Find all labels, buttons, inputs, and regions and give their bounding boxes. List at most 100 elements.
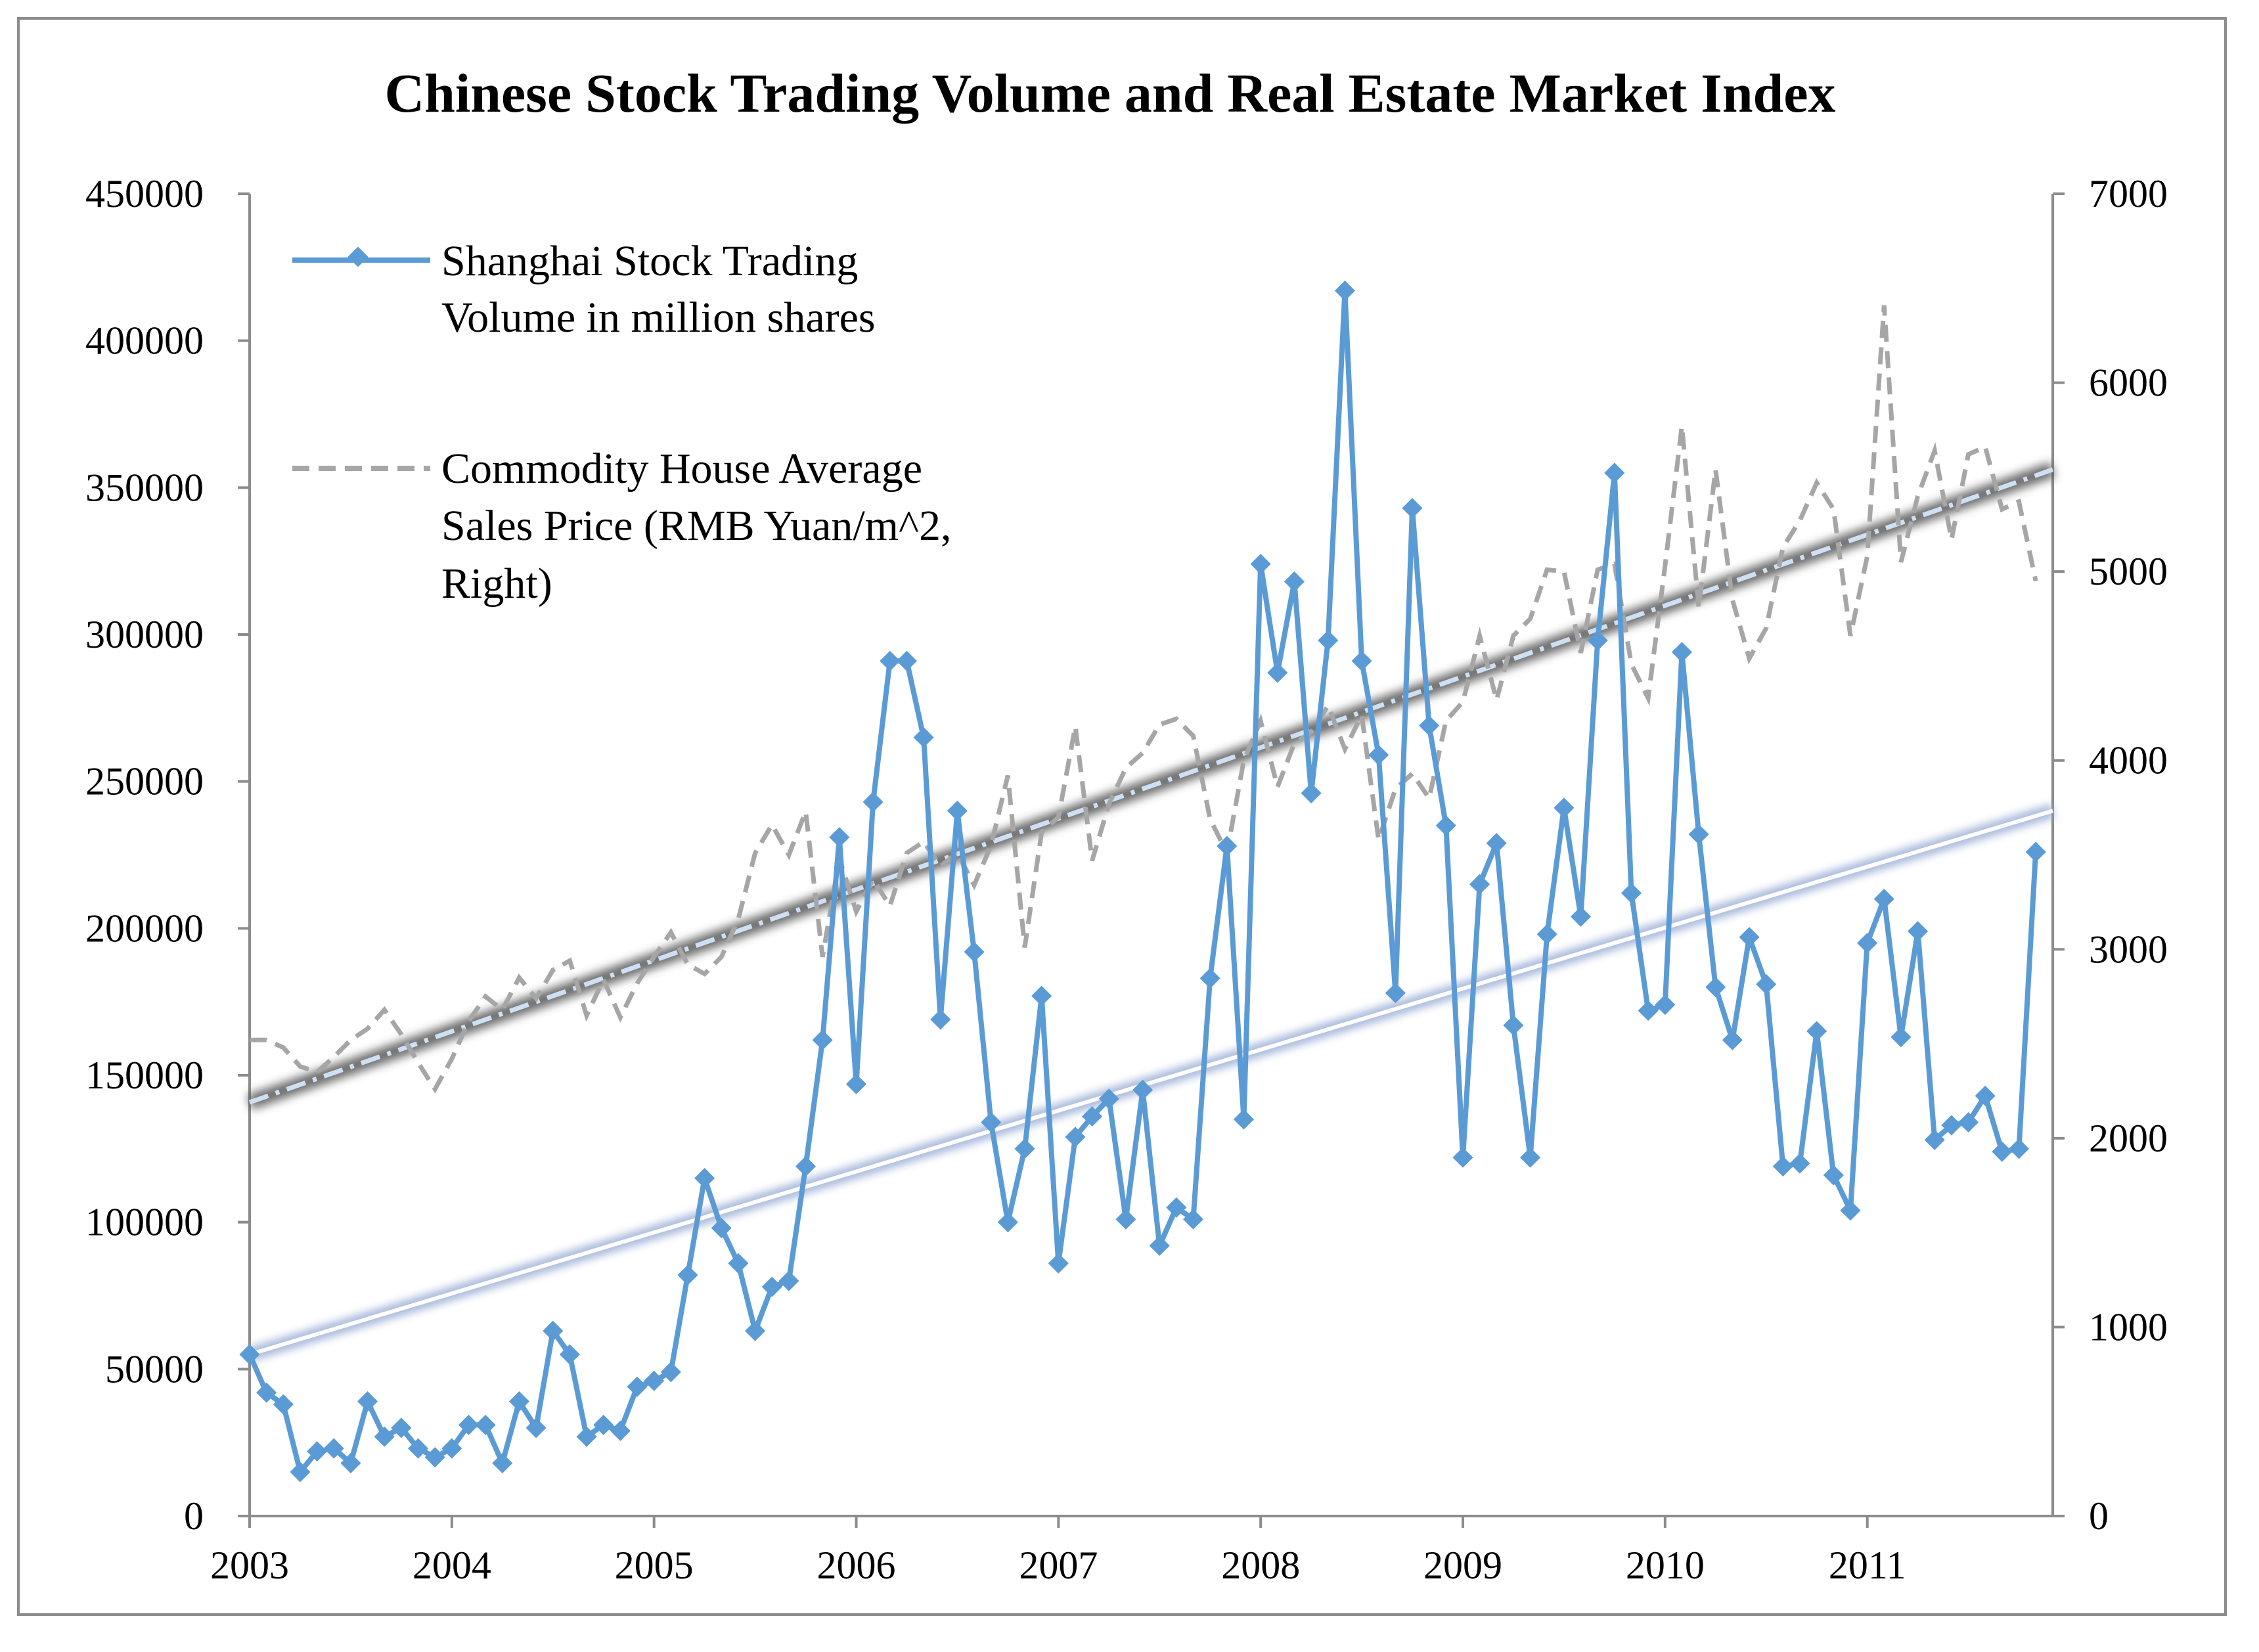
data-point-stock-volume: [677, 1264, 698, 1285]
legend-label-stock-line1: Shanghai Stock Trading: [441, 237, 858, 285]
y-left-tick-label: 300000: [85, 613, 204, 656]
data-point-stock-volume: [526, 1418, 547, 1439]
data-point-stock-volume: [660, 1362, 681, 1383]
y-left-tick-label: 150000: [85, 1054, 204, 1097]
data-point-stock-volume: [1149, 1235, 1170, 1257]
chart-frame: [17, 17, 2227, 1616]
data-point-stock-volume: [1756, 973, 1777, 994]
data-point-stock-volume: [256, 1382, 277, 1403]
data-point-stock-volume: [1233, 1109, 1255, 1130]
data-point-stock-volume: [1638, 1000, 1659, 1021]
data-point-stock-volume: [1890, 1027, 1912, 1048]
data-point-stock-volume: [1554, 797, 1575, 818]
x-tick-label: 2011: [1829, 1544, 1906, 1587]
data-point-stock-volume: [1908, 921, 1929, 942]
data-point-stock-volume: [1941, 1115, 1962, 1136]
data-point-stock-volume: [1334, 280, 1355, 301]
data-point-stock-volume: [1924, 1129, 1945, 1150]
data-point-stock-volume: [1688, 824, 1709, 845]
data-point-stock-volume: [307, 1441, 328, 1462]
y-right-tick-label: 2000: [2089, 1117, 2168, 1160]
data-point-stock-volume: [1621, 883, 1642, 904]
data-point-stock-volume: [1368, 744, 1389, 765]
data-point-stock-volume: [711, 1218, 732, 1239]
data-point-stock-volume: [1570, 906, 1592, 927]
data-point-stock-volume: [930, 1009, 951, 1030]
data-point-stock-volume: [1789, 1153, 1810, 1174]
data-point-stock-volume: [2008, 1138, 2030, 1159]
y-left-tick-label: 0: [184, 1494, 204, 1538]
data-point-stock-volume: [1840, 1200, 1861, 1221]
legend-label-house-line1: Commodity House Average: [441, 445, 922, 493]
y-right-tick-label: 1000: [2089, 1305, 2168, 1349]
chart-title: Chinese Stock Trading Volume and Real Es…: [384, 63, 1835, 124]
y-left-tick-label: 450000: [85, 172, 204, 215]
data-point-stock-volume: [458, 1414, 480, 1435]
data-point-stock-volume: [1452, 1147, 1473, 1168]
data-point-stock-volume: [1823, 1165, 1844, 1186]
axes: 0500001000001500002000002500003000003500…: [85, 172, 2168, 1587]
data-point-stock-volume: [1098, 1088, 1119, 1109]
data-point-stock-volume: [795, 1156, 816, 1177]
data-point-stock-volume: [1975, 1085, 1996, 1106]
data-point-stock-volume: [290, 1462, 311, 1483]
data-point-stock-volume: [1115, 1209, 1136, 1230]
legend-label-stock-line2: Volume in million shares: [441, 294, 876, 342]
data-point-stock-volume: [1199, 968, 1220, 989]
data-point-stock-volume: [778, 1270, 799, 1291]
y-right-tick-label: 0: [2089, 1494, 2109, 1538]
data-point-stock-volume: [1435, 815, 1456, 836]
data-point-stock-volume: [593, 1414, 614, 1435]
data-point-stock-volume: [1318, 630, 1339, 651]
data-point-stock-volume: [1957, 1112, 1979, 1133]
data-point-stock-volume: [981, 1112, 1002, 1133]
data-point-stock-volume: [1671, 642, 1692, 663]
data-point-stock-volume: [559, 1344, 580, 1365]
data-point-stock-volume: [812, 1029, 833, 1050]
data-point-stock-volume: [862, 792, 883, 813]
y-right-tick-label: 3000: [2089, 927, 2168, 971]
trendline-house: [248, 467, 2054, 1105]
data-point-stock-volume: [340, 1452, 361, 1474]
data-point-stock-volume: [1503, 1015, 1524, 1036]
x-tick-label: 2010: [1626, 1544, 1705, 1587]
y-left-tick-label: 250000: [85, 760, 204, 803]
data-point-stock-volume: [1520, 1147, 1541, 1168]
data-point-stock-volume: [627, 1376, 648, 1397]
data-point-stock-volume: [1065, 1127, 1086, 1148]
x-tick-label: 2004: [413, 1544, 491, 1587]
data-point-stock-volume: [728, 1253, 749, 1274]
data-point-stock-volume: [1536, 924, 1557, 945]
data-point-stock-volume: [1857, 933, 1878, 954]
data-point-stock-volume: [357, 1391, 378, 1412]
data-point-stock-volume: [644, 1370, 665, 1391]
data-point-stock-volume: [1385, 983, 1406, 1004]
y-left-tick-label: 400000: [85, 319, 204, 363]
y-left-tick-label: 350000: [85, 466, 204, 509]
data-point-stock-volume: [1722, 1029, 1743, 1050]
data-point-stock-volume: [1132, 1079, 1153, 1100]
x-tick-label: 2008: [1221, 1544, 1300, 1587]
data-point-stock-volume: [1739, 927, 1760, 948]
data-point-stock-volume: [424, 1446, 445, 1468]
data-point-stock-volume: [323, 1438, 344, 1459]
x-tick-label: 2003: [210, 1544, 289, 1587]
x-tick-label: 2005: [615, 1544, 694, 1587]
data-point-stock-volume: [1587, 630, 1608, 651]
data-point-stock-volume: [1217, 836, 1238, 857]
data-point-stock-volume: [1402, 498, 1423, 519]
data-point-stock-volume: [1604, 462, 1625, 483]
data-point-stock-volume: [374, 1426, 395, 1447]
data-point-stock-volume: [964, 941, 985, 962]
data-point-stock-volume: [1351, 650, 1372, 671]
x-tick-label: 2009: [1423, 1544, 1502, 1587]
data-point-stock-volume: [1469, 874, 1490, 895]
y-right-tick-label: 5000: [2089, 550, 2168, 593]
data-point-stock-volume: [1486, 833, 1507, 854]
data-point-stock-volume: [745, 1320, 766, 1341]
data-point-stock-volume: [576, 1426, 597, 1447]
data-point-stock-volume: [1284, 571, 1305, 592]
y-left-tick-label: 50000: [105, 1347, 204, 1391]
legend-marker-stock-volume: [347, 246, 369, 267]
